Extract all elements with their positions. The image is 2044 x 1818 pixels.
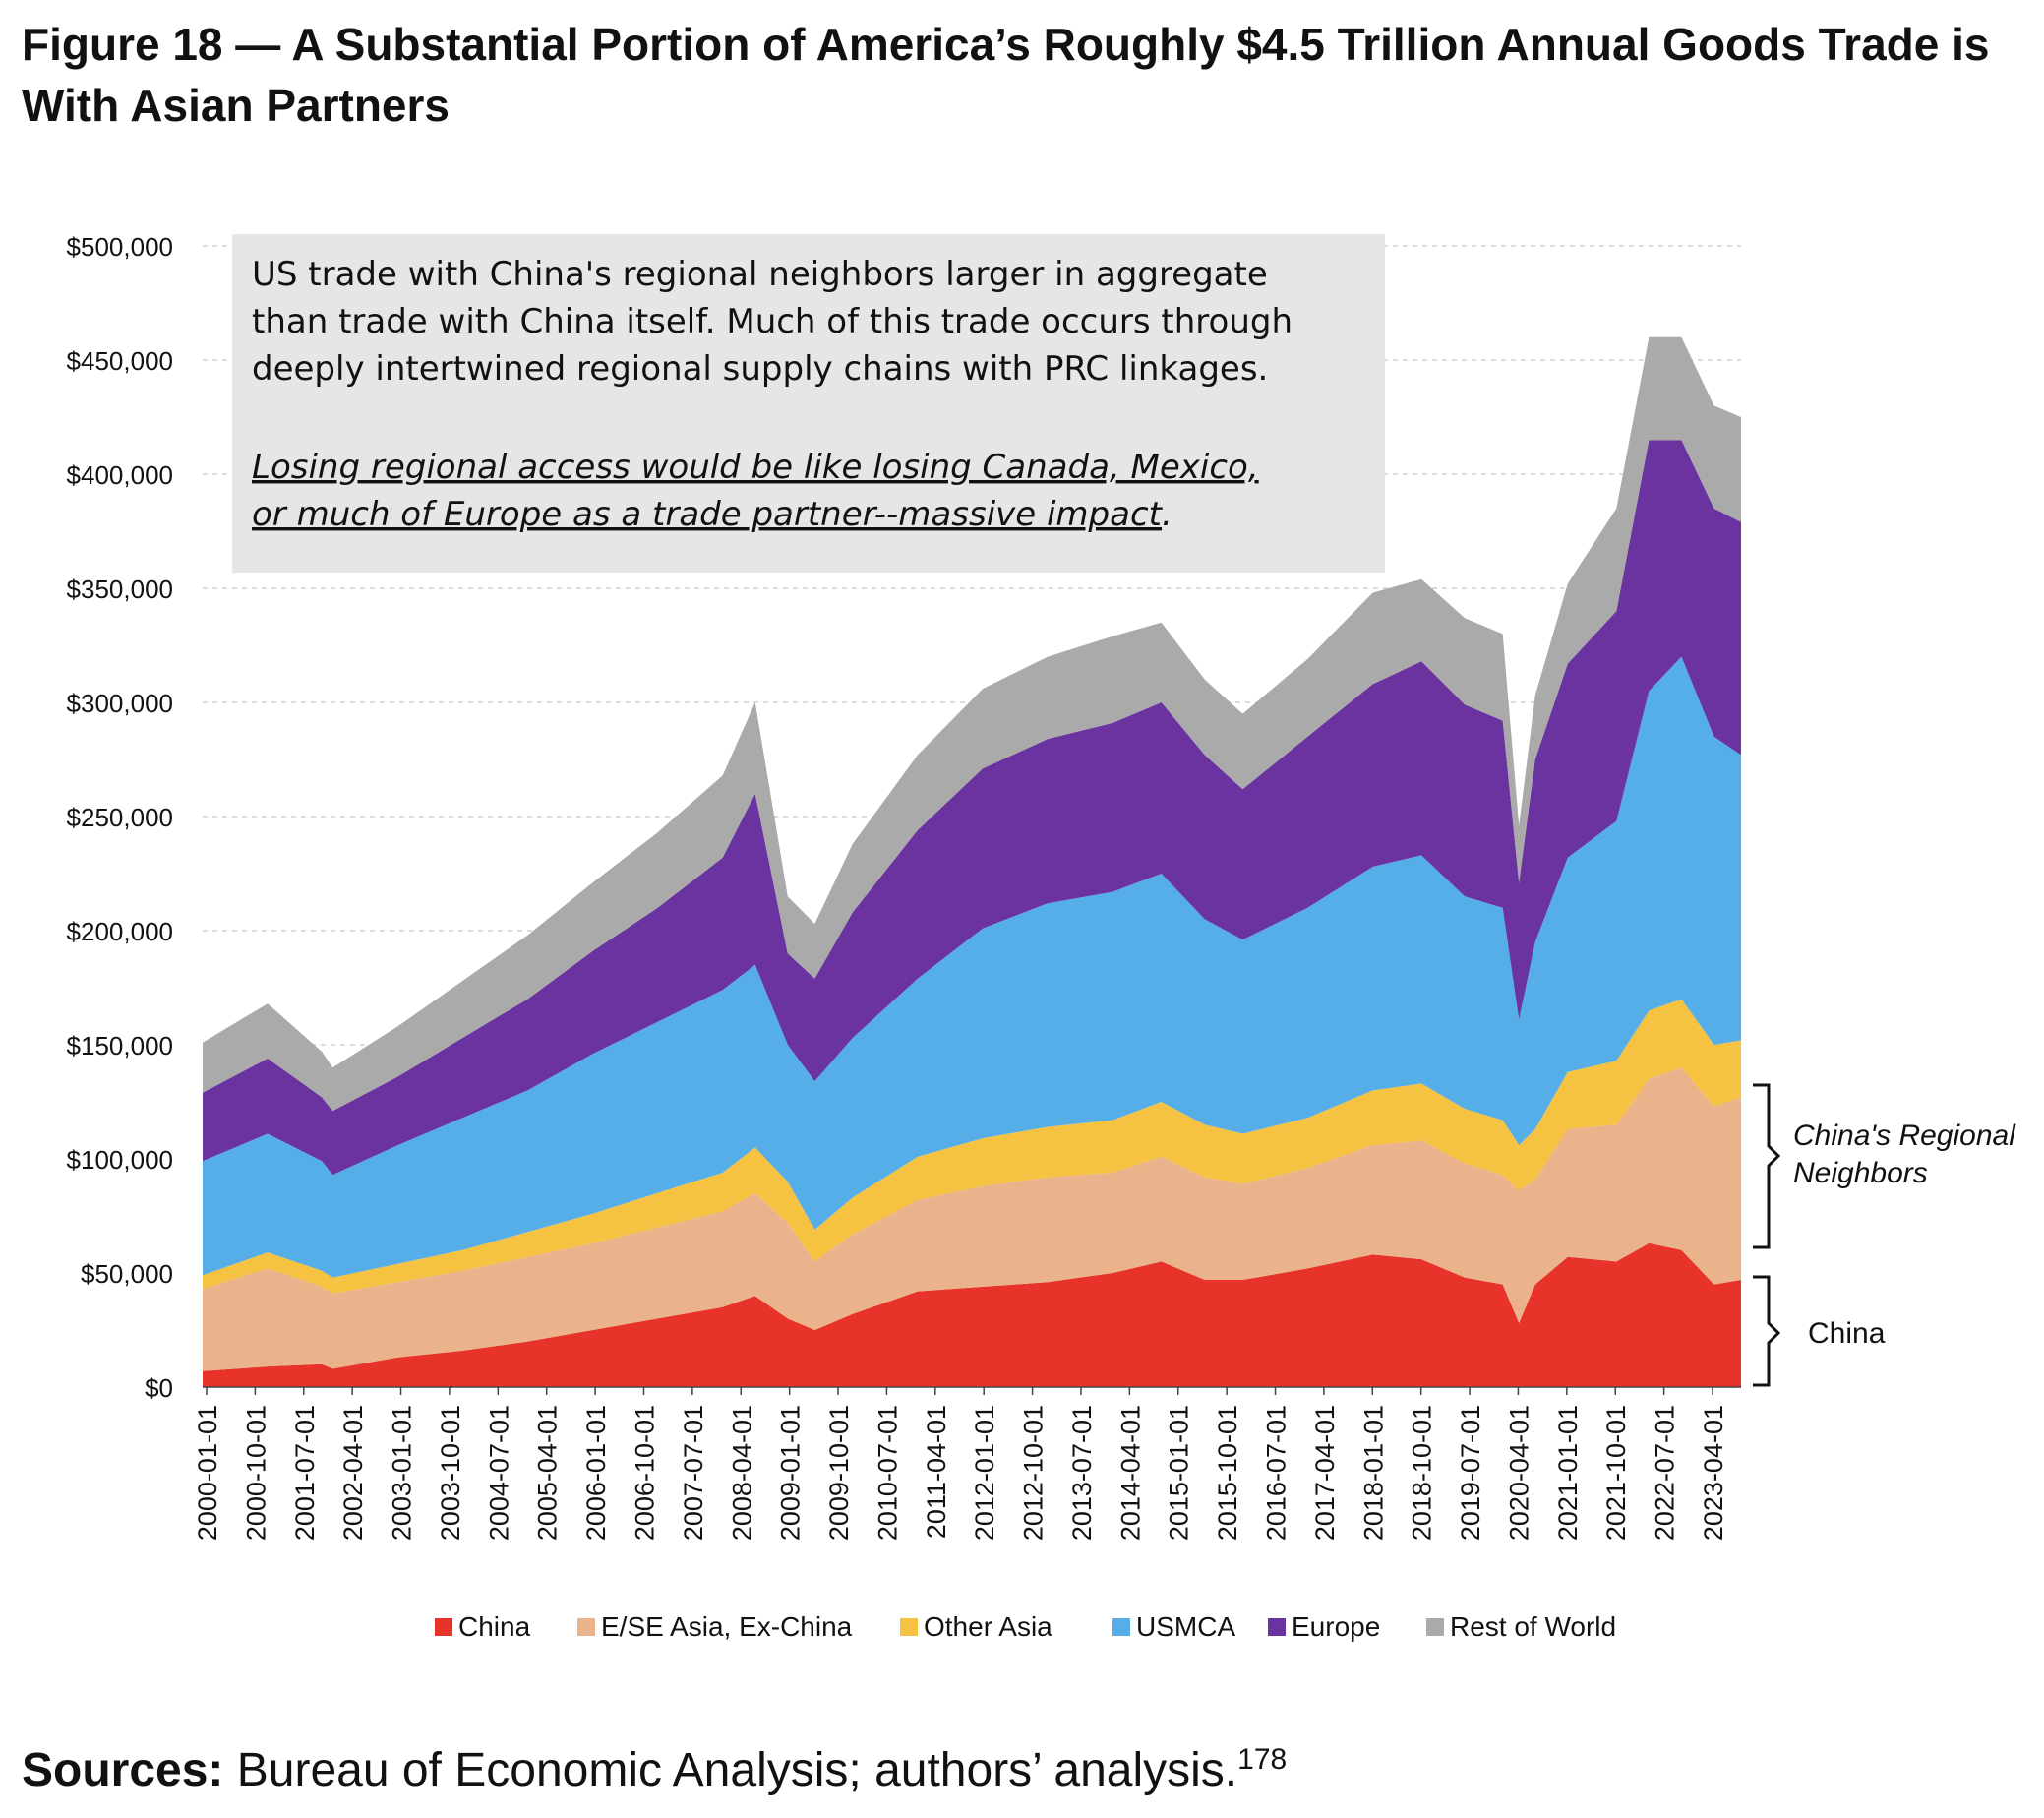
x-tick-label: 2011-04-01 bbox=[922, 1405, 951, 1539]
legend-label: Europe bbox=[1292, 1611, 1380, 1642]
x-tick-label: 2009-10-01 bbox=[824, 1405, 854, 1541]
x-tick-label: 2021-01-01 bbox=[1553, 1405, 1583, 1541]
x-tick-label: 2008-04-01 bbox=[727, 1405, 756, 1541]
x-tick-label: 2000-01-01 bbox=[193, 1405, 222, 1541]
legend-label: China bbox=[458, 1611, 531, 1642]
callout-emphasis-line: Losing regional access would be like los… bbox=[252, 448, 1259, 487]
x-tick-label: 2015-01-01 bbox=[1165, 1405, 1194, 1541]
x-tick-label: 2005-04-01 bbox=[533, 1405, 563, 1541]
legend-label: Rest of World bbox=[1450, 1611, 1616, 1642]
legend: China E/SE Asia, Ex-China Other Asia USMCA E… bbox=[435, 1611, 1616, 1642]
y-tick-label: $50,000 bbox=[81, 1259, 173, 1289]
x-tick-label: 2004-07-01 bbox=[484, 1405, 513, 1541]
y-tick-label: $400,000 bbox=[67, 460, 173, 490]
area-e-se-asia-ex-china bbox=[203, 1067, 1741, 1371]
x-tick-label: 2000-10-01 bbox=[241, 1405, 271, 1541]
y-tick-label: $500,000 bbox=[67, 232, 173, 262]
callout-line: US trade with China's regional neighbors… bbox=[252, 255, 1268, 294]
legend-label: E/SE Asia, Ex-China bbox=[601, 1611, 853, 1642]
legend-swatch bbox=[900, 1618, 918, 1636]
area-usmca bbox=[203, 656, 1741, 1278]
sources-label: Sources: bbox=[22, 1744, 224, 1796]
regional-neighbors-bracket: China's Regional Neighbors bbox=[1753, 1083, 2016, 1249]
x-tick-label: 2012-10-01 bbox=[1019, 1405, 1049, 1541]
x-tick-label: 2006-01-01 bbox=[581, 1405, 611, 1541]
x-tick-label: 2018-01-01 bbox=[1358, 1405, 1388, 1541]
x-tick-label: 2006-10-01 bbox=[630, 1405, 659, 1541]
x-tick-label: 2023-04-01 bbox=[1699, 1405, 1728, 1541]
x-tick-label: 2017-04-01 bbox=[1310, 1405, 1340, 1541]
x-tick-label: 2018-10-01 bbox=[1408, 1405, 1437, 1541]
area-china bbox=[203, 1242, 1741, 1387]
figure-title: Figure 18 — A Substantial Portion of Ame… bbox=[22, 19, 1990, 131]
x-tick-label: 2022-07-01 bbox=[1651, 1405, 1680, 1541]
x-tick-label: 2012-01-01 bbox=[970, 1405, 999, 1541]
bracket-label-regional: China's Regional bbox=[1793, 1120, 2016, 1152]
x-tick-label: 2001-07-01 bbox=[290, 1405, 320, 1541]
y-tick-label: $100,000 bbox=[67, 1145, 173, 1175]
x-tick-label: 2013-07-01 bbox=[1067, 1405, 1097, 1541]
x-tick-label: 2015-10-01 bbox=[1213, 1405, 1242, 1541]
callout-box: US trade with China's regional neighbors… bbox=[232, 234, 1385, 573]
x-tick-label: 2020-04-01 bbox=[1504, 1405, 1533, 1541]
y-axis-tick-labels: $0 $50,000 $100,000 $150,000 $200,000 $250,00… bbox=[67, 232, 173, 1403]
x-tick-label: 2019-07-01 bbox=[1456, 1405, 1485, 1541]
x-tick-label: 2007-07-01 bbox=[679, 1405, 708, 1541]
legend-swatch bbox=[577, 1618, 595, 1636]
x-tick-label: 2003-01-01 bbox=[388, 1405, 417, 1541]
callout-line: deeply intertwined regional supply chain… bbox=[252, 349, 1268, 389]
area-rest-of-world bbox=[203, 336, 1741, 1112]
legend-swatch bbox=[435, 1618, 452, 1636]
x-tick-label: 2003-10-01 bbox=[436, 1405, 465, 1541]
sources-footnote: 178 bbox=[1237, 1743, 1288, 1776]
x-tick-label: 2014-04-01 bbox=[1115, 1405, 1145, 1541]
x-tick-label: 2021-10-01 bbox=[1601, 1405, 1631, 1541]
legend-swatch bbox=[1426, 1618, 1444, 1636]
sources-note: Sources: Bureau of Economic Analysis; au… bbox=[22, 1743, 1287, 1797]
series-areas bbox=[203, 336, 1741, 1387]
y-tick-label: $0 bbox=[145, 1373, 173, 1403]
stacked-area-chart: $0 $50,000 $100,000 $150,000 $200,000 $250,00… bbox=[67, 232, 2017, 1642]
x-tick-label: 2016-07-01 bbox=[1262, 1405, 1292, 1541]
callout-emphasis-line: or much of Europe as a trade partner--ma… bbox=[252, 495, 1172, 534]
y-tick-label: $300,000 bbox=[67, 689, 173, 718]
x-tick-label: 2010-07-01 bbox=[872, 1405, 902, 1541]
legend-swatch bbox=[1268, 1618, 1286, 1636]
china-bracket: China bbox=[1753, 1275, 1886, 1387]
area-europe bbox=[203, 440, 1741, 1176]
bracket-label-china: China bbox=[1808, 1317, 1886, 1350]
x-tick-label: 2009-01-01 bbox=[776, 1405, 806, 1541]
y-tick-label: $450,000 bbox=[67, 346, 173, 376]
x-tick-label: 2002-04-01 bbox=[338, 1405, 368, 1541]
area-other-asia bbox=[203, 999, 1741, 1294]
bracket-label-regional: Neighbors bbox=[1793, 1157, 1928, 1189]
y-tick-label: $150,000 bbox=[67, 1031, 173, 1060]
legend-label: Other Asia bbox=[924, 1611, 1052, 1642]
legend-label: USMCA bbox=[1136, 1611, 1235, 1642]
y-tick-label: $350,000 bbox=[67, 575, 173, 604]
x-axis-tick-labels: 2000-01-01 2000-10-01 2001-07-01 2002-04-01… bbox=[193, 1387, 1728, 1541]
y-tick-label: $200,000 bbox=[67, 917, 173, 946]
y-tick-label: $250,000 bbox=[67, 803, 173, 832]
legend-swatch bbox=[1112, 1618, 1130, 1636]
callout-line: than trade with China itself. Much of th… bbox=[252, 302, 1293, 341]
sources-text: Bureau of Economic Analysis; authors’ an… bbox=[223, 1744, 1238, 1796]
